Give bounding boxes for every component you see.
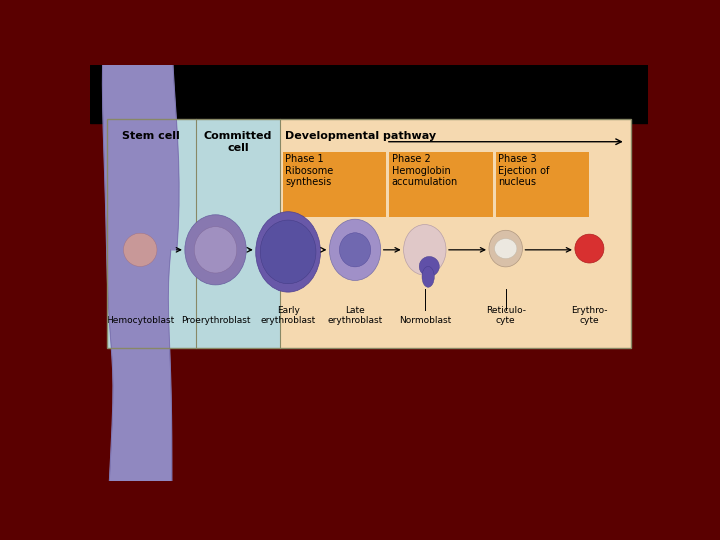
Bar: [495, 152, 589, 217]
Ellipse shape: [260, 220, 316, 284]
Ellipse shape: [419, 256, 439, 276]
Text: Proerythroblast: Proerythroblast: [181, 316, 251, 325]
Ellipse shape: [339, 233, 371, 267]
Ellipse shape: [329, 219, 381, 280]
Text: Phase 3
Ejection of
nucleus: Phase 3 Ejection of nucleus: [498, 154, 549, 187]
Ellipse shape: [124, 233, 157, 266]
Bar: [90, 65, 648, 123]
Ellipse shape: [495, 239, 517, 259]
Text: Stem cell: Stem cell: [122, 131, 180, 141]
Bar: [280, 119, 631, 348]
Text: Hemocytoblast: Hemocytoblast: [106, 316, 174, 325]
Polygon shape: [102, 0, 179, 540]
Ellipse shape: [185, 215, 246, 285]
Text: Early
erythroblast: Early erythroblast: [261, 306, 315, 325]
Ellipse shape: [256, 212, 320, 292]
Text: Committed
cell: Committed cell: [204, 131, 272, 153]
Text: Phase 2
Hemoglobin
accumulation: Phase 2 Hemoglobin accumulation: [392, 154, 458, 187]
Bar: [196, 119, 280, 348]
Ellipse shape: [194, 227, 237, 273]
Ellipse shape: [489, 230, 523, 267]
Text: Developmental pathway: Developmental pathway: [285, 131, 436, 141]
Text: Reticulo-
cyte: Reticulo- cyte: [486, 306, 526, 325]
Ellipse shape: [422, 266, 434, 287]
Bar: [389, 152, 492, 217]
Bar: [107, 119, 196, 348]
Ellipse shape: [404, 225, 446, 275]
Bar: [283, 152, 387, 217]
Text: Erythro-
cyte: Erythro- cyte: [571, 306, 608, 325]
Ellipse shape: [575, 234, 604, 263]
Text: Normoblast: Normoblast: [399, 316, 451, 325]
Text: Late
erythroblast: Late erythroblast: [328, 306, 382, 325]
Text: Phase 1
Ribosome
synthesis: Phase 1 Ribosome synthesis: [285, 154, 333, 187]
